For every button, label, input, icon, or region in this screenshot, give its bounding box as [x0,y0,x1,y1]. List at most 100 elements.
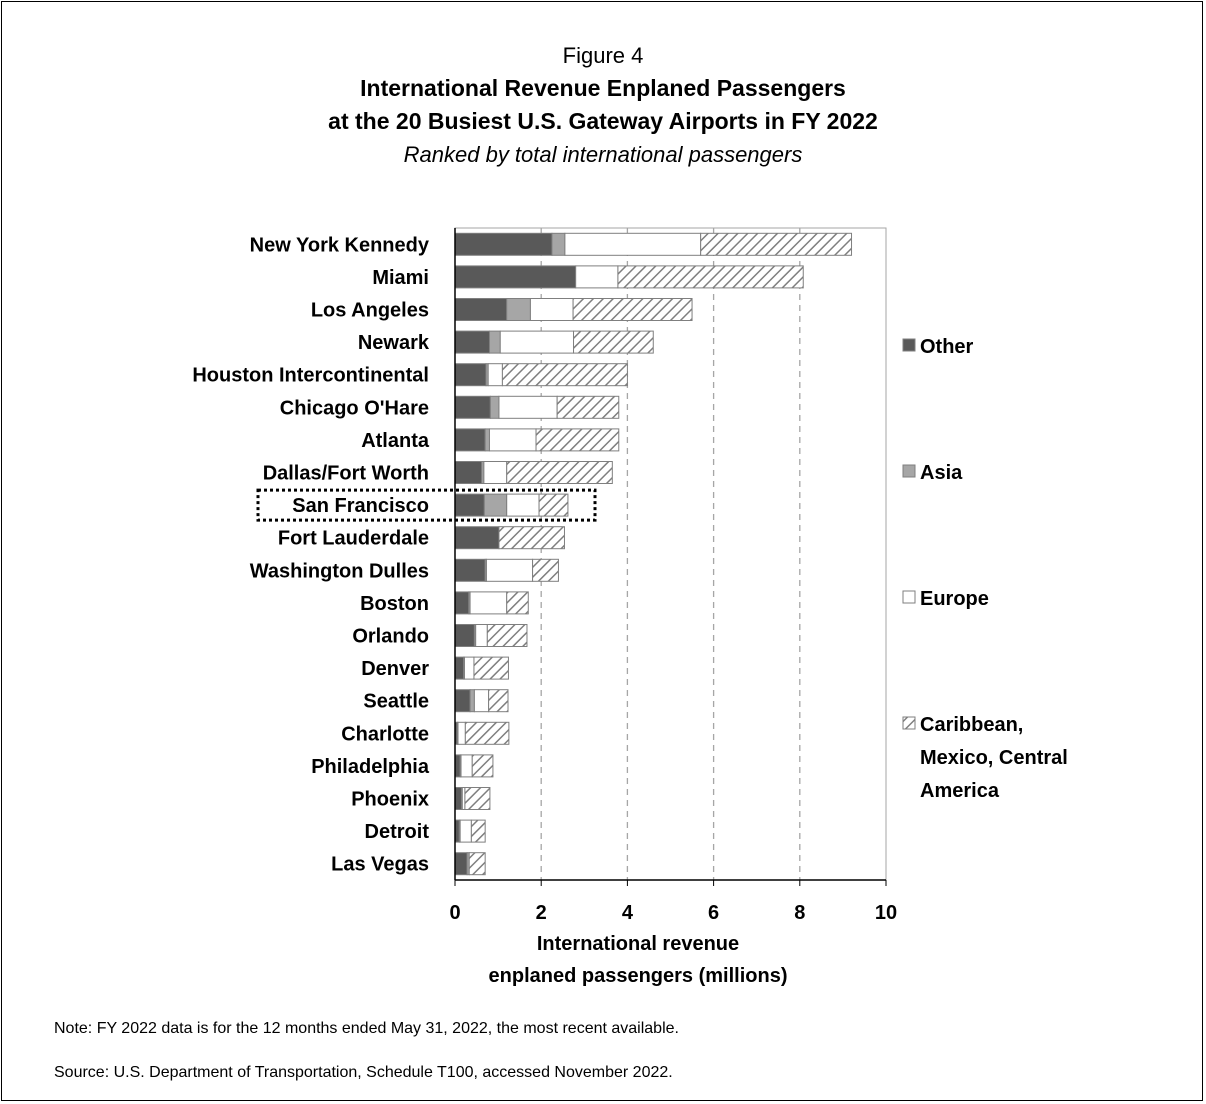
bar-12-series-3 [486,624,528,647]
bar-13-series-3 [473,656,509,680]
category-label-15: Charlotte [341,723,429,745]
bar-0-series-2 [564,232,702,256]
bar-0-series-0 [454,232,553,256]
category-label-13: Denver [361,658,429,680]
bar-6-series-1 [484,428,490,452]
tick-labels: 0 2 4 6 8 10 [449,902,897,924]
bar-13-series-2 [463,656,475,680]
bar-7-series-3 [506,461,613,484]
category-label-17: Phoenix [351,789,429,811]
bar-16-series-3 [471,754,494,778]
category-label-10: Washington Dulles [250,560,429,582]
bar-18-series-3 [470,819,486,843]
category-label-14: Seattle [363,691,429,713]
grid-lines [540,228,801,880]
chart-title-line2: at the 20 Busiest U.S. Gateway Airports … [328,108,878,134]
chart-subtitle: Ranked by total international passengers [403,142,803,167]
bar-12-series-0 [454,624,475,647]
category-label-19: Las Vegas [331,854,429,876]
bar-17-series-0 [454,787,462,810]
plot-area [454,227,887,881]
category-label-3: Newark [358,332,430,354]
bar-18-series-2 [459,819,472,843]
bar-2-series-3 [572,298,693,321]
bar-15-series-3 [464,721,510,745]
bar-16-series-0 [454,754,461,778]
category-label-9: Fort Lauderdale [278,528,429,550]
note-text: Note: FY 2022 data is for the 12 months … [54,1020,679,1037]
bar-13-series-0 [454,656,465,680]
bar-1-series-2 [575,265,619,289]
x-tick-label-6: 6 [708,902,719,924]
bar-6-series-0 [454,428,486,452]
bar-5-series-0 [454,395,491,419]
highlight-box [256,488,597,522]
bar-16-series-2 [460,754,473,778]
bar-3-series-0 [454,330,490,354]
axes-group [256,227,887,886]
category-labels: New York Kennedy Miami Los Angeles Newark Ho… [192,234,430,875]
x-tick-label-8: 8 [794,902,805,924]
legend-label-3: Caribbean, Mexico, Central America [920,714,1068,802]
legend-swatch-1 [902,464,916,478]
category-label-0: New York Kennedy [250,234,430,256]
x-tick-label-2: 2 [536,902,547,924]
legend-swatch-0 [902,338,916,352]
category-label-16: Philadelphia [311,756,430,778]
bars-group [454,232,853,876]
title-block: Figure 4 International Revenue Enplaned … [0,40,1206,172]
bar-11-series-0 [454,591,470,615]
category-label-12: Orlando [352,626,429,648]
bar-2-series-2 [529,298,574,321]
bar-11-series-2 [469,591,508,615]
legend-label-0: Other [920,336,974,358]
bar-11-series-3 [506,591,529,615]
bar-5-series-2 [498,395,558,419]
bar-8-series-0 [454,493,485,517]
bar-7-series-0 [454,461,483,484]
bar-chart: New York Kennedy Miami Los Angeles Newark Ho… [192,227,1068,987]
bar-17-series-3 [464,787,491,810]
bar-5-series-1 [489,395,500,419]
source-text: Source: U.S. Department of Transportatio… [54,1064,673,1081]
bar-4-series-2 [487,363,503,387]
bar-14-series-3 [488,689,509,713]
bar-14-series-2 [473,689,490,713]
x-axis-label-line1: International revenue [537,933,739,955]
bar-14-series-0 [454,689,471,713]
category-label-18: Detroit [365,821,430,843]
bar-7-series-2 [483,461,508,484]
bar-8-series-3 [538,493,569,517]
legend: Other Asia Europe Caribbean, Mexico, Central… [902,336,1068,802]
bar-4-series-3 [501,363,628,387]
bar-3-series-1 [488,330,501,354]
category-label-5: Chicago O'Hare [280,397,429,419]
bar-1-series-0 [454,265,577,289]
bar-5-series-3 [556,395,620,419]
bar-3-series-3 [573,330,654,354]
bar-19-series-0 [454,852,468,876]
bar-19-series-3 [468,852,486,876]
figure-label: Figure 4 [562,43,644,68]
category-label-7: Dallas/Fort Worth [263,463,429,485]
bar-6-series-3 [535,428,620,452]
x-tick-label-10: 10 [875,902,897,924]
bar-0-series-3 [700,232,853,256]
legend-swatch-3 [902,716,916,730]
category-label-8: San Francisco [292,495,429,517]
bar-2-series-0 [454,298,508,321]
category-label-6: Atlanta [361,430,430,452]
category-label-11: Boston [360,593,429,615]
x-tick-label-4: 4 [622,902,634,924]
legend-swatch-2 [902,590,916,604]
bar-6-series-2 [488,428,537,452]
bar-10-series-2 [485,558,534,582]
bar-0-series-1 [551,232,566,256]
bar-9-series-0 [454,526,500,550]
bar-10-series-0 [454,558,486,582]
x-tick-label-0: 0 [449,902,460,924]
bar-14-series-1 [469,689,475,713]
bar-15-series-2 [457,721,466,745]
bar-1-series-3 [617,265,804,289]
bar-9-series-3 [498,526,565,550]
